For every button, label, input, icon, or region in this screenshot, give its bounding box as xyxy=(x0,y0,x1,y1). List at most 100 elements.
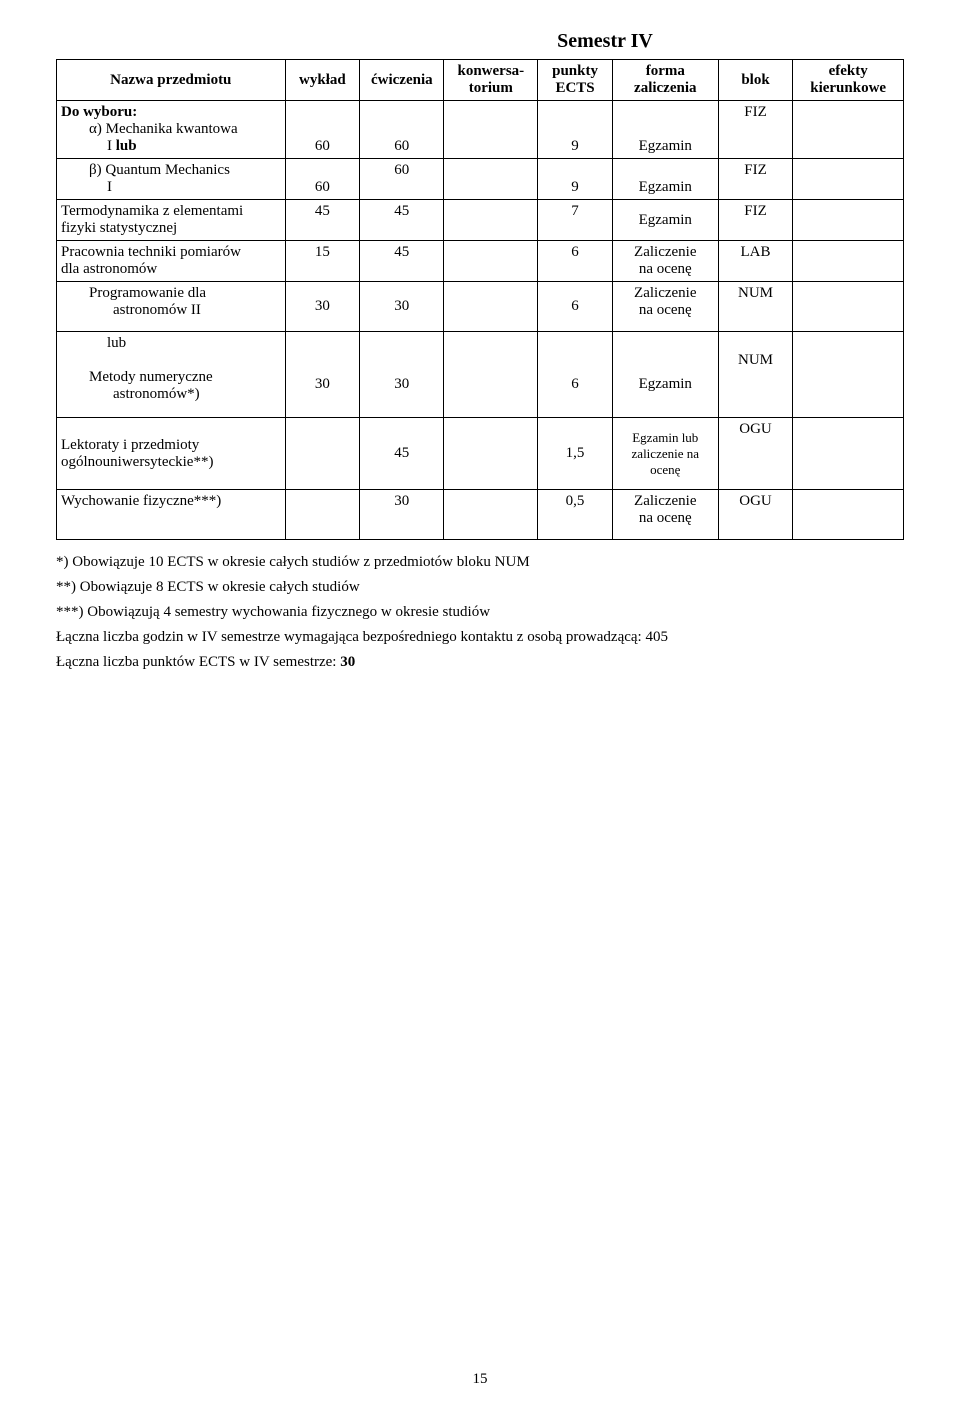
row3-name-l2: fizyki statystycznej xyxy=(61,220,177,236)
row7-forma-l1: Egzamin lub xyxy=(632,430,698,445)
row2-efekty xyxy=(793,159,904,200)
row2-name-l1: β) Quantum Mechanics xyxy=(61,162,281,179)
row7-forma-l3: ocenę xyxy=(650,462,680,477)
row7-forma-l2: zaliczenie na xyxy=(632,446,699,461)
row6-cwiczenia: 30 xyxy=(360,332,444,418)
header-blok: blok xyxy=(718,60,793,101)
row6-name-l1: lub xyxy=(61,335,281,352)
row7-wyklad xyxy=(285,418,360,490)
row8-forma: Zaliczenie na ocenę xyxy=(612,490,718,540)
row4-wyklad: 15 xyxy=(285,241,360,282)
header-efekty-bot: kierunkowe xyxy=(810,80,886,96)
table-row: Programowanie dla astronomów II 30 30 6 … xyxy=(57,282,904,332)
row1-wyklad: 60 xyxy=(285,101,360,159)
table-row: Lektoraty i przedmioty ogólnouniwersytec… xyxy=(57,418,904,490)
row2-blok: FIZ xyxy=(718,159,793,200)
row7-name-l2: ogólnouniwersyteckie**) xyxy=(61,454,213,470)
row6-name-l3: astronomów*) xyxy=(61,386,281,403)
header-punkty-top: punkty xyxy=(552,63,598,79)
row2-cwiczenia: 60 xyxy=(360,159,444,200)
row5-name-l2: astronomów II xyxy=(61,302,281,319)
row8-wyklad xyxy=(285,490,360,540)
header-punkty: punkty ECTS xyxy=(538,60,613,101)
row1-forma: Egzamin xyxy=(612,101,718,159)
row3-konw xyxy=(444,200,538,241)
row1-blok: FIZ xyxy=(718,101,793,159)
header-forma: forma zaliczenia xyxy=(612,60,718,101)
row7-cwiczenia: 45 xyxy=(360,418,444,490)
page-title: Semestr IV xyxy=(306,30,904,53)
row7-name-l1: Lektoraty i przedmioty xyxy=(61,437,199,453)
table-row: Pracownia techniki pomiarów dla astronom… xyxy=(57,241,904,282)
row5-efekty xyxy=(793,282,904,332)
row5-punkty: 6 xyxy=(538,282,613,332)
row6-blok: NUM xyxy=(718,332,793,418)
row6-blok-val: NUM xyxy=(738,352,773,368)
row1-efekty xyxy=(793,101,904,159)
row7-konw xyxy=(444,418,538,490)
row1-punkty: 9 xyxy=(538,101,613,159)
row3-efekty xyxy=(793,200,904,241)
row5-konw xyxy=(444,282,538,332)
row3-punkty: 7 xyxy=(538,200,613,241)
header-konwersatorium: konwersa- torium xyxy=(444,60,538,101)
row2-punkty: 9 xyxy=(538,159,613,200)
table-row: Wychowanie fizyczne***) 30 0,5 Zaliczeni… xyxy=(57,490,904,540)
table-row: Do wyboru: α) Mechanika kwantowa I lub 6… xyxy=(57,101,904,159)
row8-forma-l1: Zaliczenie xyxy=(634,493,696,509)
row8-punkty: 0,5 xyxy=(538,490,613,540)
note-4: Łączna liczba godzin w IV semestrze wyma… xyxy=(56,629,904,646)
notes-section: *) Obowiązuje 10 ECTS w okresie całych s… xyxy=(56,554,904,671)
header-efekty-top: efekty xyxy=(829,63,868,79)
row1-konw xyxy=(444,101,538,159)
row8-blok: OGU xyxy=(718,490,793,540)
row1-name-l1: Do wyboru: xyxy=(61,104,137,120)
row8-efekty xyxy=(793,490,904,540)
row5-forma-l2: na ocenę xyxy=(639,302,692,318)
header-wyklad: wykład xyxy=(285,60,360,101)
note-2: **) Obowiązuje 8 ECTS w okresie całych s… xyxy=(56,579,904,596)
row3-wyklad: 45 xyxy=(285,200,360,241)
row6-efekty xyxy=(793,332,904,418)
row4-forma: Zaliczenie na ocenę xyxy=(612,241,718,282)
row8-name: Wychowanie fizyczne***) xyxy=(57,490,286,540)
row5-forma-l1: Zaliczenie xyxy=(634,285,696,301)
row6-name-l2: Metody numeryczne xyxy=(61,369,281,386)
header-efekty: efekty kierunkowe xyxy=(793,60,904,101)
row5-wyklad: 30 xyxy=(285,282,360,332)
table-row: lub Metody numeryczne astronomów*) 30 30… xyxy=(57,332,904,418)
row8-cwiczenia: 30 xyxy=(360,490,444,540)
table-row: Termodynamika z elementami fizyki statys… xyxy=(57,200,904,241)
row4-blok: LAB xyxy=(718,241,793,282)
row7-forma: Egzamin lub zaliczenie na ocenę xyxy=(612,418,718,490)
row2-forma: Egzamin xyxy=(612,159,718,200)
row1-cwiczenia: 60 xyxy=(360,101,444,159)
row3-forma: Egzamin xyxy=(612,200,718,241)
row2-name-l2: I xyxy=(61,179,281,196)
row3-blok: FIZ xyxy=(718,200,793,241)
row4-forma-l2: na ocenę xyxy=(639,261,692,277)
row7-blok: OGU xyxy=(718,418,793,490)
page-number: 15 xyxy=(0,1371,960,1388)
row6-forma: Egzamin xyxy=(612,332,718,418)
header-konwersa-bot: torium xyxy=(469,80,513,96)
row7-efekty xyxy=(793,418,904,490)
row2-konw xyxy=(444,159,538,200)
header-name: Nazwa przedmiotu xyxy=(57,60,286,101)
row2-wyklad: 60 xyxy=(285,159,360,200)
row4-cwiczenia: 45 xyxy=(360,241,444,282)
row4-punkty: 6 xyxy=(538,241,613,282)
header-forma-top: forma xyxy=(646,63,685,79)
row6-wyklad: 30 xyxy=(285,332,360,418)
row1-name-l3: I lub xyxy=(61,138,281,155)
row5-cwiczenia: 30 xyxy=(360,282,444,332)
row4-konw xyxy=(444,241,538,282)
row6-punkty: 6 xyxy=(538,332,613,418)
header-konwersa-top: konwersa- xyxy=(457,63,524,79)
row4-name-l2: dla astronomów xyxy=(61,261,157,277)
row4-efekty xyxy=(793,241,904,282)
header-punkty-bot: ECTS xyxy=(555,80,594,96)
table-row: β) Quantum Mechanics I 60 60 9 Egzamin F… xyxy=(57,159,904,200)
main-table: Nazwa przedmiotu wykład ćwiczenia konwer… xyxy=(56,59,904,540)
row1-name-l2: α) Mechanika kwantowa xyxy=(61,121,281,138)
